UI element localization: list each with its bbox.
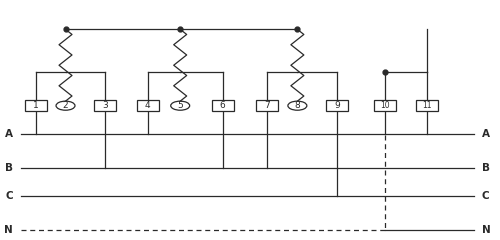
Text: 3: 3 xyxy=(102,101,108,110)
Bar xyxy=(137,100,159,111)
Bar xyxy=(374,100,396,111)
Text: B: B xyxy=(482,163,490,173)
Text: N: N xyxy=(482,225,490,235)
Text: C: C xyxy=(482,191,490,201)
Text: 2: 2 xyxy=(62,101,68,110)
Text: A: A xyxy=(5,129,13,139)
Bar xyxy=(416,100,438,111)
Text: 9: 9 xyxy=(334,101,340,110)
Text: 11: 11 xyxy=(422,101,432,110)
Bar xyxy=(256,100,278,111)
Text: 8: 8 xyxy=(294,101,300,110)
Text: 10: 10 xyxy=(380,101,390,110)
Text: C: C xyxy=(6,191,13,201)
Bar xyxy=(326,100,348,111)
Bar xyxy=(94,100,116,111)
Text: 6: 6 xyxy=(220,101,226,110)
Text: A: A xyxy=(482,129,490,139)
Text: 1: 1 xyxy=(32,101,38,110)
Circle shape xyxy=(288,101,307,110)
Text: N: N xyxy=(4,225,13,235)
Circle shape xyxy=(170,101,190,110)
Text: 4: 4 xyxy=(145,101,150,110)
Bar xyxy=(24,100,46,111)
Circle shape xyxy=(56,101,75,110)
Text: 5: 5 xyxy=(178,101,183,110)
Bar xyxy=(212,100,234,111)
Text: B: B xyxy=(5,163,13,173)
Text: 7: 7 xyxy=(264,101,270,110)
